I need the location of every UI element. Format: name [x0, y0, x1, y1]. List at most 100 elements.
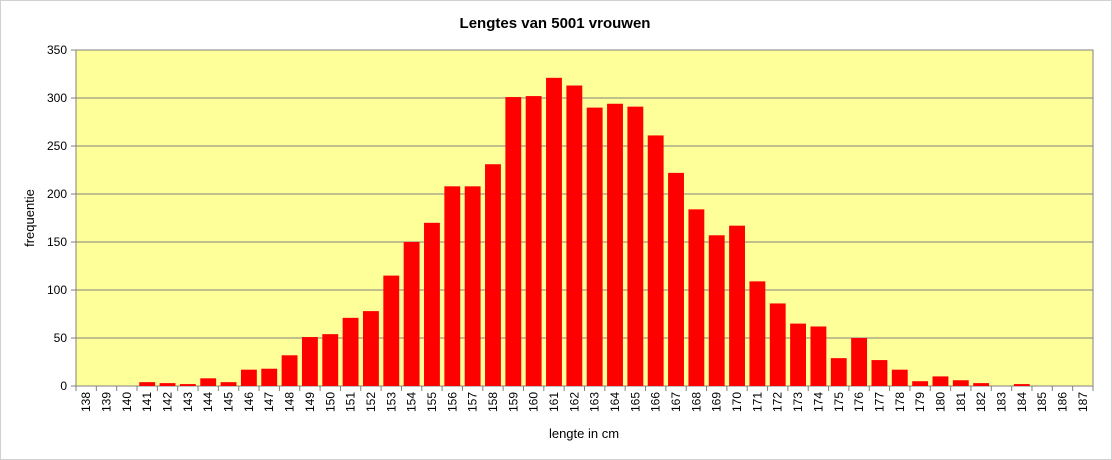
x-tick-label: 140 [120, 392, 134, 412]
x-tick-label: 142 [161, 392, 175, 412]
x-tick-label: 143 [181, 392, 195, 412]
x-tick-label: 139 [100, 392, 114, 412]
x-tick-label: 152 [364, 392, 378, 412]
x-tick-label: 182 [974, 392, 988, 412]
y-tick-label: 100 [47, 283, 67, 297]
x-tick-label: 186 [1055, 392, 1069, 412]
bar-150 [322, 334, 339, 386]
x-tick-label: 144 [201, 392, 215, 412]
x-tick-label: 161 [547, 392, 561, 412]
bar-170 [729, 225, 745, 386]
bar-176 [851, 338, 868, 386]
bar-178 [891, 369, 908, 386]
bar-169 [708, 235, 725, 386]
x-tick-label: 145 [222, 392, 236, 412]
x-tick-label: 146 [242, 392, 256, 412]
y-tick-label: 300 [47, 91, 67, 105]
x-tick-label: 176 [852, 392, 866, 412]
x-tick-label: 162 [567, 392, 581, 412]
x-tick-label: 159 [506, 392, 520, 412]
x-tick-label: 164 [608, 392, 622, 412]
x-tick-label: 138 [79, 392, 93, 412]
bar-155 [424, 222, 440, 386]
x-tick-label: 155 [425, 392, 439, 412]
bar-145 [220, 382, 237, 386]
bar-161 [546, 77, 562, 386]
bar-174 [810, 326, 827, 386]
bar-151 [342, 317, 359, 386]
y-tick-label: 250 [47, 139, 67, 153]
y-axis-label: frequentie [22, 189, 37, 247]
bar-158 [485, 164, 501, 386]
bar-152 [362, 311, 379, 386]
bar-167 [668, 172, 684, 386]
bar-182 [973, 383, 990, 386]
x-tick-label: 166 [649, 392, 663, 412]
bar-175 [830, 358, 847, 386]
x-tick-label: 168 [689, 392, 703, 412]
y-axis-ticks: 0 50 100 150 200 250 300 350 [47, 43, 76, 393]
bar-154 [403, 242, 420, 386]
y-tick-label: 0 [60, 379, 67, 393]
bar-179 [912, 381, 929, 386]
bar-147 [261, 368, 278, 386]
bar-157 [464, 186, 481, 386]
bar-165 [627, 106, 644, 386]
x-tick-label: 149 [303, 392, 317, 412]
x-tick-label: 174 [811, 392, 825, 412]
bar-160 [525, 96, 542, 386]
bar-162 [566, 85, 583, 387]
x-axis-ticks: 138 139 140 141 142 143 144 145 146 147 148 149 150 1… [75, 386, 1094, 412]
x-tick-label: 173 [791, 392, 805, 412]
bar-142 [159, 383, 176, 386]
bar-164 [607, 103, 623, 386]
x-tick-label: 169 [710, 392, 724, 412]
bar-166 [647, 135, 664, 386]
gridlines [76, 97, 1093, 339]
bar-184 [1013, 384, 1030, 386]
bar-148 [281, 355, 298, 386]
bar-181 [952, 380, 969, 386]
x-tick-label: 150 [323, 392, 337, 412]
x-tick-label: 154 [405, 392, 419, 412]
x-tick-label: 158 [486, 392, 500, 412]
x-tick-label: 172 [771, 392, 785, 412]
bar-171 [749, 281, 766, 386]
bar-163 [586, 107, 603, 386]
bar-141 [139, 382, 156, 386]
x-axis-label: lengte in cm [549, 426, 619, 441]
x-tick-label: 163 [588, 392, 602, 412]
x-tick-label: 185 [1035, 392, 1049, 412]
bar-172 [769, 303, 786, 386]
x-tick-label: 179 [913, 392, 927, 412]
bar-177 [871, 360, 888, 386]
x-tick-label: 165 [628, 392, 642, 412]
chart-title: Lengtes van 5001 vrouwen [460, 15, 651, 32]
x-tick-label: 171 [750, 392, 764, 412]
plot-area [75, 49, 1094, 387]
x-tick-label: 160 [527, 392, 541, 412]
x-tick-label: 180 [933, 392, 947, 412]
x-tick-label: 153 [384, 392, 398, 412]
x-tick-label: 181 [954, 392, 968, 412]
bar-168 [688, 209, 705, 386]
bar-144 [200, 378, 217, 386]
x-tick-label: 147 [262, 392, 276, 412]
bar-159 [505, 97, 522, 386]
x-tick-label: 175 [832, 392, 846, 412]
x-tick-label: 178 [893, 392, 907, 412]
x-tick-label: 151 [344, 392, 358, 412]
x-tick-label: 177 [872, 392, 886, 412]
y-tick-label: 150 [47, 235, 67, 249]
y-tick-label: 200 [47, 187, 67, 201]
bars [139, 77, 1030, 387]
bar-143 [179, 384, 196, 386]
x-tick-label: 156 [445, 392, 459, 412]
bar-173 [790, 323, 807, 386]
x-tick-label: 148 [283, 392, 297, 412]
bar-180 [932, 376, 949, 386]
bar-153 [383, 275, 400, 386]
x-tick-label: 141 [140, 392, 154, 412]
x-tick-label: 170 [730, 392, 744, 412]
